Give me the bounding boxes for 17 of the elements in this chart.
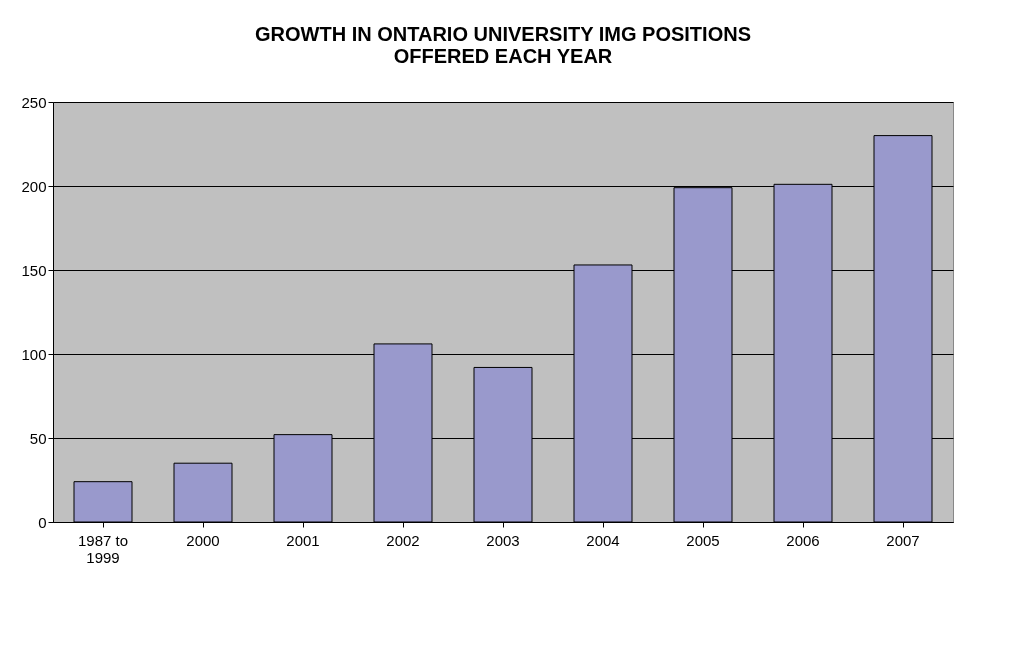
x-tick-label: 2003 bbox=[486, 531, 520, 549]
text: GROWTH IN ONTARIO UNIVERSITY IMG POSITIONS bbox=[255, 23, 751, 45]
x-tick-label: 2004 bbox=[586, 531, 620, 549]
y-tick-label: 50 bbox=[29, 429, 47, 447]
x-tick-label: 2006 bbox=[786, 531, 820, 549]
y-tick-label: 150 bbox=[21, 261, 47, 279]
x-tick-label: 2002 bbox=[386, 531, 420, 549]
x-tick-label: 1987 to 1999 bbox=[77, 531, 129, 566]
x-tick-label: 2007 bbox=[886, 531, 920, 549]
x-tick-label: 2001 bbox=[286, 531, 320, 549]
y-tick-label: 100 bbox=[21, 345, 47, 363]
text: OFFERED EACH YEAR bbox=[393, 45, 613, 67]
y-tick-label: 200 bbox=[21, 177, 47, 195]
y-tick-label: 0 bbox=[38, 513, 47, 531]
x-tick-label: 2000 bbox=[186, 531, 220, 549]
y-tick-label: 250 bbox=[21, 93, 47, 111]
x-tick-label: 2005 bbox=[686, 531, 720, 549]
